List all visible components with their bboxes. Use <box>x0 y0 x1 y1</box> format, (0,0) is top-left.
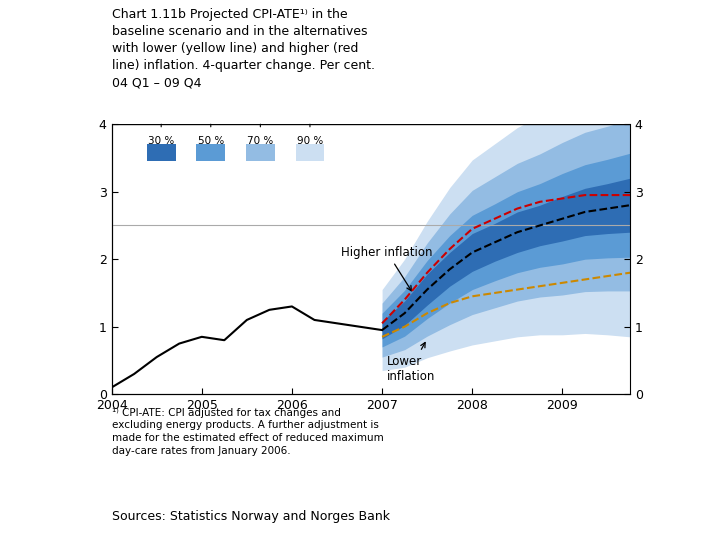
Text: 90 %: 90 % <box>297 137 323 146</box>
Text: 50 %: 50 % <box>198 137 224 146</box>
Bar <box>197 144 225 160</box>
Text: Sources: Statistics Norway and Norges Bank: Sources: Statistics Norway and Norges Ba… <box>112 510 390 523</box>
Bar <box>147 144 176 160</box>
Text: Lower
inflation: Lower inflation <box>387 342 435 382</box>
Bar <box>295 144 325 160</box>
Text: 30 %: 30 % <box>148 137 174 146</box>
Text: Chart 1.11b Projected CPI-ATE¹⁾ in the
baseline scenario and in the alternatives: Chart 1.11b Projected CPI-ATE¹⁾ in the b… <box>112 8 374 89</box>
Text: 70 %: 70 % <box>247 137 274 146</box>
Text: ¹⁾ CPI-ATE: CPI adjusted for tax changes and
excluding energy products. A furthe: ¹⁾ CPI-ATE: CPI adjusted for tax changes… <box>112 408 383 456</box>
Bar <box>246 144 275 160</box>
Text: Higher inflation: Higher inflation <box>341 246 433 291</box>
